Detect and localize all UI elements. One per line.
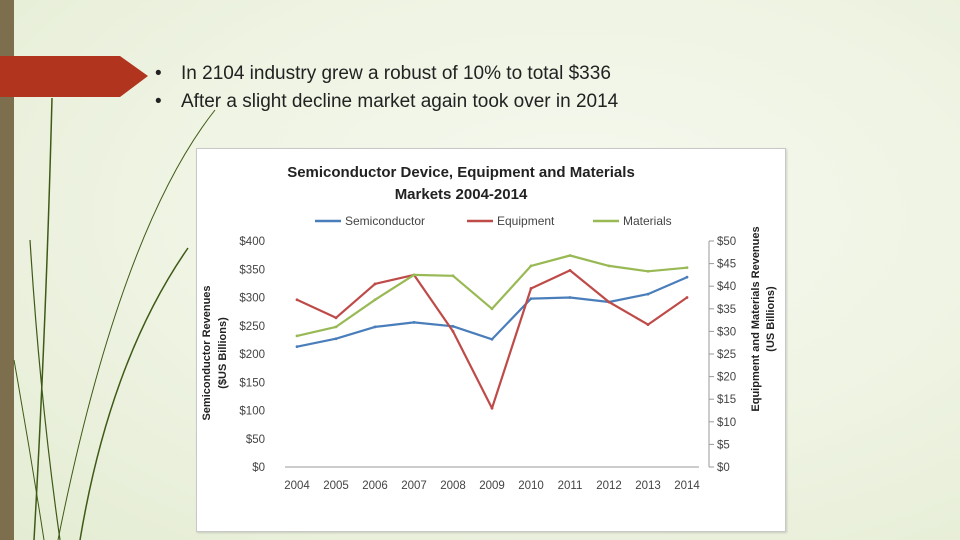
- data-point-equipment: [607, 300, 611, 304]
- right-tick-label: $25: [717, 349, 736, 361]
- bullet-item: • In 2104 industry grew a robust of 10% t…: [155, 63, 611, 84]
- right-tick-label: $35: [717, 304, 736, 316]
- bullet-text-2: After a slight decline market again took…: [181, 91, 619, 112]
- x-tick-label: 2004: [284, 480, 310, 492]
- right-tick-label: $30: [717, 326, 736, 338]
- x-tick-label: 2014: [674, 480, 700, 492]
- right-tick-label: $5: [717, 439, 730, 451]
- data-point-materials: [490, 307, 494, 311]
- data-point-materials: [451, 274, 455, 278]
- data-point-equipment: [490, 406, 494, 410]
- legend: Semiconductor Equipment Materials: [315, 214, 672, 228]
- chart-title-line1: Semiconductor Device, Equipment and Mate…: [287, 164, 635, 181]
- left-tick-label: $200: [239, 349, 265, 361]
- left-axis-title-line2: ($US Billions): [217, 317, 229, 389]
- right-tick-label: $10: [717, 417, 736, 429]
- data-point-semiconductor: [646, 292, 650, 296]
- series-line-semiconductor: [296, 276, 688, 348]
- data-point-materials: [529, 264, 533, 268]
- data-point-equipment: [334, 316, 338, 320]
- x-tick-label: 2013: [635, 480, 661, 492]
- right-tick-label: $40: [717, 281, 736, 293]
- data-point-materials: [607, 264, 611, 268]
- data-point-semiconductor: [685, 275, 689, 279]
- left-tick-label: $0: [252, 462, 265, 474]
- left-tick-label: $300: [239, 293, 265, 305]
- data-point-semiconductor: [451, 324, 455, 328]
- left-axis-title-line1: Semiconductor Revenues: [201, 285, 213, 420]
- left-tick-label: $350: [239, 264, 265, 276]
- x-tick-label: 2005: [323, 480, 349, 492]
- data-point-equipment: [529, 287, 533, 290]
- data-point-semiconductor: [334, 337, 338, 341]
- right-tick-label: $50: [717, 236, 736, 248]
- legend-label-semiconductor: Semiconductor: [345, 214, 425, 228]
- left-tick-label: $50: [246, 434, 265, 446]
- left-accent-bar: [0, 0, 14, 540]
- data-point-equipment: [646, 323, 650, 327]
- data-point-materials: [373, 298, 377, 302]
- bullet-item: • After a slight decline market again too…: [155, 91, 619, 112]
- left-tick-label: $100: [239, 406, 265, 418]
- red-tab-decoration: [0, 56, 148, 97]
- right-tick-label: $45: [717, 259, 736, 271]
- data-point-equipment: [685, 296, 689, 299]
- data-point-equipment: [451, 330, 455, 333]
- right-tick-label: $15: [717, 394, 736, 406]
- data-point-materials: [334, 325, 338, 329]
- data-point-materials: [685, 266, 689, 270]
- x-tick-label: 2012: [596, 480, 622, 492]
- data-point-semiconductor: [490, 337, 494, 341]
- x-tick-label: 2008: [440, 480, 466, 492]
- legend-label-materials: Materials: [623, 214, 672, 228]
- x-tick-label: 2007: [401, 480, 427, 492]
- data-point-semiconductor: [373, 325, 377, 329]
- series-lines: [295, 254, 689, 410]
- chart-title-line2: Markets 2004-2014: [395, 186, 528, 203]
- bullet-text-1: In 2104 industry grew a robust of 10% to…: [181, 63, 611, 84]
- chart-frame: Semiconductor Device, Equipment and Mate…: [196, 148, 786, 532]
- x-tick-label: 2011: [558, 480, 583, 492]
- left-tick-label: $400: [239, 236, 265, 248]
- left-tick-label: $150: [239, 377, 265, 389]
- right-tick-label: $20: [717, 372, 736, 384]
- data-point-semiconductor: [412, 320, 416, 324]
- axes: $400 $350 $300 $250 $200 $150 $100 $50 $0 $50 $45 $…: [239, 236, 736, 492]
- legend-label-equipment: Equipment: [497, 214, 555, 228]
- right-tick-label: $0: [717, 462, 730, 474]
- bullet-list: • In 2104 industry grew a robust of 10% t…: [155, 60, 618, 116]
- x-tick-label: 2009: [479, 480, 505, 492]
- data-point-semiconductor: [295, 345, 299, 349]
- data-point-semiconductor: [568, 296, 572, 299]
- data-point-equipment: [295, 298, 299, 302]
- x-tick-label: 2006: [362, 480, 388, 492]
- data-point-materials: [412, 273, 416, 277]
- series-line-materials: [296, 254, 688, 337]
- data-point-materials: [568, 254, 572, 257]
- data-point-equipment: [373, 282, 377, 286]
- right-axis-title-line2: (US Billions): [765, 286, 777, 352]
- right-axis-title-line1: Equipment and Materials Revenues: [750, 226, 762, 411]
- data-point-equipment: [568, 268, 572, 272]
- data-point-semiconductor: [529, 297, 533, 301]
- left-tick-label: $250: [239, 321, 265, 333]
- data-point-materials: [295, 334, 299, 338]
- data-point-materials: [646, 269, 650, 273]
- x-tick-label: 2010: [518, 480, 544, 492]
- line-chart: Semiconductor Device, Equipment and Mate…: [201, 164, 777, 492]
